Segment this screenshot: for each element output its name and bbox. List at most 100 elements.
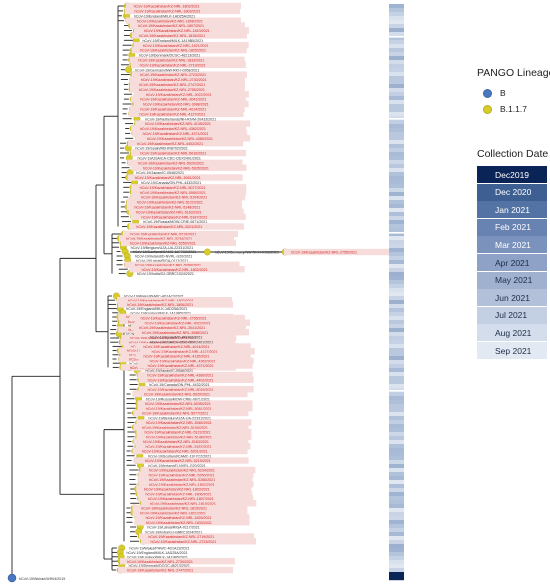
tip-label: hCoV-19/Kazakhstan/KZ-NRL-5201/2021 (136, 225, 202, 229)
heat-cell (389, 532, 404, 537)
tip-label: hCoV-19/Kazakhstan/KZ-NRL-1806/2021 (127, 303, 193, 307)
heat-cell (389, 28, 404, 33)
heat-cell (389, 436, 404, 441)
tip-highlight (137, 405, 253, 412)
lineage-legend-item: B (483, 86, 506, 100)
tip-highlight (138, 357, 254, 364)
tip-label: hCoV-19/England/MILK-1A19B5/2021 (143, 39, 204, 43)
heat-cell (389, 176, 404, 181)
heat-cell (389, 476, 404, 481)
tip-highlight (133, 457, 249, 464)
heat-cell (389, 308, 404, 313)
tip-highlight (135, 120, 251, 127)
lineage-legend-item: B.1.1.7 (483, 102, 527, 116)
heat-cell (389, 204, 404, 209)
heat-cell (389, 128, 404, 133)
heat-cell (389, 572, 404, 577)
heat-cell (389, 64, 404, 69)
heat-cell (389, 264, 404, 269)
heat-cell (389, 24, 404, 29)
heat-cell (389, 192, 404, 197)
heat-cell (389, 552, 404, 557)
heat-cell (389, 464, 404, 469)
tip-label: hCoV-19/Kazakhstan/KZ-NRL-5219/2021 (145, 459, 211, 463)
tip-highlight (129, 105, 245, 113)
date-legend-label: Apr 2021 (495, 257, 530, 268)
heat-cell (389, 296, 404, 301)
tip-label: hCoV-19/Kazakhstan/KZ-NRL-3022/2021 (145, 321, 211, 325)
tip-highlight (137, 490, 253, 497)
tip-label: hCoV-19/Kazakhstan/KZ-NRL-1825/2021 (140, 49, 206, 53)
tip-highlight (284, 248, 399, 256)
heat-cell (389, 544, 404, 549)
tip-label: hCoV-19/Kazakhstan/KZ-NRL-1802/2021 (134, 5, 200, 9)
heat-cell (389, 324, 404, 329)
heat-cell (389, 236, 404, 241)
tip-highlight (134, 329, 249, 336)
tip-label: hCoV-19/Kazakhstan/KZ-NRL-5061/2021 (146, 407, 212, 411)
heat-cell (389, 40, 404, 45)
tip-highlight (134, 514, 250, 521)
heat-cell (389, 288, 404, 293)
tip-label: hCoV-19/Spain/MD-IR8702/2021 (135, 147, 188, 151)
heat-gap (389, 118, 404, 120)
heat-cell (389, 60, 404, 65)
tip-highlight (127, 174, 243, 181)
date-legend-item: Jan 2021 (477, 201, 547, 219)
heat-cell (389, 576, 404, 581)
heat-cell (389, 524, 404, 529)
tip-highlight (138, 376, 254, 383)
heat-cell (389, 104, 404, 109)
tip-highlight (129, 81, 245, 88)
tip-label: hCoV-19/Ireland/D-NVRL-G20/2021 (148, 464, 205, 468)
heat-cell (389, 400, 404, 405)
heat-cell (389, 504, 404, 509)
heat-cell (389, 240, 404, 245)
heat-cell (389, 316, 404, 321)
heat-cell (389, 300, 404, 305)
tip-label: hCoV-19/Kazakhstan/KZ-NRL-5080/2021 (140, 191, 206, 195)
tip-label: hCoV-19/Kazakhstan/KZ-NRL-5077/2021 (142, 412, 208, 416)
tip-highlight (137, 362, 253, 369)
heat-cell (389, 272, 404, 277)
heat-cell (389, 36, 404, 41)
heat-cell (389, 184, 404, 189)
heat-cell (389, 124, 404, 129)
tip-label: hCoV-19/England/MILK-1AD25A/2021 (134, 14, 195, 18)
heat-cell (389, 368, 404, 373)
heat-cell (389, 16, 404, 21)
tip-label: hCoV-19/Kazakhstan/KZ-NRL-2719/2021 (148, 535, 214, 539)
tip-label: hCoV-19/Germany/NW-RKI-I-0958/2021 (135, 68, 199, 72)
tip-label: hCoV-19/Kazakhstan/KZ-NRL-1815/2021 (139, 34, 205, 38)
tip-label: hCoV-19/Scotland/CAMC-11F7C2/2021 (148, 454, 211, 458)
tip-highlight (133, 409, 249, 417)
tip-label: hCoV-19/Kazakhstan/KZ-NRL-2719/2021 (140, 63, 206, 67)
tip-label: hCoV-19/Kazakhstan/KZ-NRL-5020/2021 (138, 161, 204, 165)
heat-cell (389, 88, 404, 93)
tip-highlight (132, 130, 248, 137)
heat-cell (389, 420, 404, 425)
tip-highlight (136, 433, 252, 440)
heat-cell (389, 172, 404, 177)
tip-highlight (136, 419, 252, 426)
tip-highlight (136, 485, 252, 493)
heat-cell (389, 256, 404, 261)
tip-highlight (141, 500, 257, 507)
tip-label: hCoV-19/Kazakhstan/KZ-NRL-5234/2021 (149, 469, 215, 473)
tip-label: hCoV-19/Kazakhstan/KZ-NRL-1810/2021 (144, 29, 210, 33)
tip-highlight (124, 261, 240, 268)
tip-label: hCoV-19/Kazakhstan/KZ-NRL-5266/2021 (149, 478, 215, 482)
heat-cell (389, 52, 404, 57)
tip-label: hCoV-19/Kazakhstan/KZ-NRL-1803/2021 (128, 299, 194, 303)
tip-label: hCoV-19/Kazakhstan/KZ-NRL-2730/2021 (141, 78, 207, 82)
heat-cell (389, 164, 404, 169)
heat-cell (389, 72, 404, 77)
tip-label: hCoV-19/Kazakhstan/KZ-NRL-1803/2021 (144, 488, 210, 492)
heat-cell (389, 8, 404, 13)
heat-cell (389, 112, 404, 117)
heat-cell (389, 448, 404, 453)
tip-label: hCoV-19/Kazakhstan/KZ-NRL-5163/2021 (136, 210, 202, 214)
date-legend-item: Dec2019 (477, 166, 547, 183)
tip-highlight (137, 400, 253, 407)
lineage-legend-label: B (500, 88, 506, 98)
